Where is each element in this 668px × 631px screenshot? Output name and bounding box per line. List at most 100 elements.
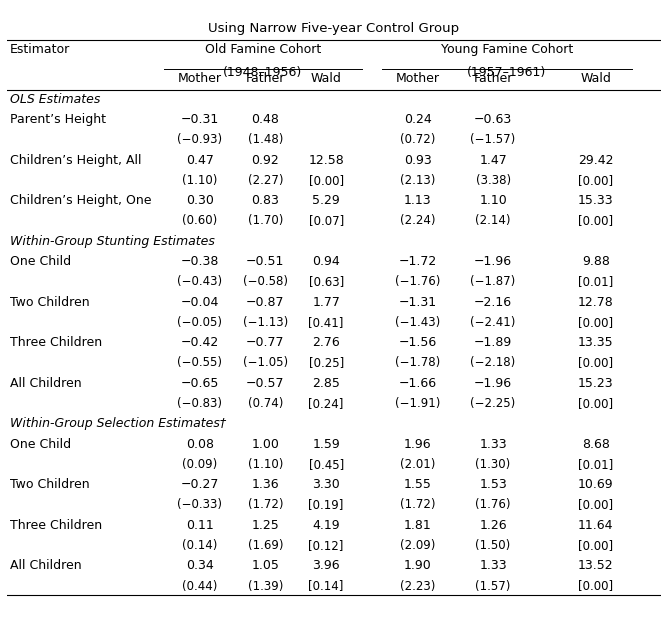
Text: 3.30: 3.30 (312, 478, 340, 492)
Text: 1.81: 1.81 (404, 519, 432, 532)
Text: 4.19: 4.19 (313, 519, 340, 532)
Text: 1.33: 1.33 (479, 560, 507, 572)
Text: 1.13: 1.13 (404, 194, 432, 208)
Text: Within-Group Stunting Estimates: Within-Group Stunting Estimates (10, 235, 215, 248)
Text: (1.72): (1.72) (248, 498, 283, 512)
Text: 0.30: 0.30 (186, 194, 214, 208)
Text: Two Children: Two Children (10, 478, 90, 492)
Text: (−0.05): (−0.05) (177, 316, 222, 329)
Text: [0.14]: [0.14] (309, 579, 344, 593)
Text: −0.87: −0.87 (246, 296, 285, 309)
Text: (−0.58): (−0.58) (242, 275, 288, 288)
Text: (−2.41): (−2.41) (470, 316, 516, 329)
Text: 1.00: 1.00 (251, 438, 279, 451)
Text: Wald: Wald (580, 72, 611, 85)
Text: Estimator: Estimator (10, 43, 70, 56)
Text: 0.48: 0.48 (251, 114, 279, 126)
Text: (−2.25): (−2.25) (470, 397, 516, 410)
Text: [0.24]: [0.24] (309, 397, 344, 410)
Text: 12.78: 12.78 (578, 296, 614, 309)
Text: (−1.76): (−1.76) (395, 275, 440, 288)
Text: 1.10: 1.10 (479, 194, 507, 208)
Text: 12.58: 12.58 (308, 154, 344, 167)
Text: Children’s Height, One: Children’s Height, One (10, 194, 152, 208)
Text: (−0.93): (−0.93) (177, 133, 222, 146)
Text: (2.13): (2.13) (400, 174, 436, 187)
Text: All Children: All Children (10, 377, 81, 390)
Text: 1.05: 1.05 (251, 560, 279, 572)
Text: One Child: One Child (10, 256, 71, 268)
Text: (1948–1956): (1948–1956) (223, 66, 303, 80)
Text: (1.69): (1.69) (248, 539, 283, 552)
Text: (0.60): (0.60) (182, 215, 217, 227)
Text: (1957–1961): (1957–1961) (467, 66, 546, 80)
Text: (1.10): (1.10) (248, 458, 283, 471)
Text: (−0.83): (−0.83) (177, 397, 222, 410)
Text: Using Narrow Five-year Control Group: Using Narrow Five-year Control Group (208, 22, 460, 35)
Text: [0.00]: [0.00] (578, 539, 613, 552)
Text: (2.14): (2.14) (476, 215, 511, 227)
Text: (1.39): (1.39) (248, 579, 283, 593)
Text: [0.01]: [0.01] (578, 458, 613, 471)
Text: 1.53: 1.53 (479, 478, 507, 492)
Text: [0.07]: [0.07] (309, 215, 344, 227)
Text: (−1.05): (−1.05) (242, 357, 288, 370)
Text: 9.88: 9.88 (582, 256, 610, 268)
Text: −2.16: −2.16 (474, 296, 512, 309)
Text: (−0.33): (−0.33) (177, 498, 222, 512)
Text: (1.70): (1.70) (248, 215, 283, 227)
Text: Father: Father (246, 72, 285, 85)
Text: 13.52: 13.52 (578, 560, 614, 572)
Text: −1.96: −1.96 (474, 377, 512, 390)
Text: 0.34: 0.34 (186, 560, 214, 572)
Text: −0.65: −0.65 (180, 377, 219, 390)
Text: 10.69: 10.69 (578, 478, 614, 492)
Text: [0.63]: [0.63] (309, 275, 344, 288)
Text: −1.89: −1.89 (474, 336, 512, 350)
Text: (1.48): (1.48) (248, 133, 283, 146)
Text: (1.10): (1.10) (182, 174, 218, 187)
Text: −0.42: −0.42 (180, 336, 219, 350)
Text: Parent’s Height: Parent’s Height (10, 114, 106, 126)
Text: [0.00]: [0.00] (578, 357, 613, 370)
Text: −0.04: −0.04 (180, 296, 219, 309)
Text: (2.24): (2.24) (400, 215, 436, 227)
Text: Wald: Wald (311, 72, 341, 85)
Text: −0.31: −0.31 (180, 114, 219, 126)
Text: [0.19]: [0.19] (309, 498, 344, 512)
Text: (−1.13): (−1.13) (242, 316, 288, 329)
Text: 0.08: 0.08 (186, 438, 214, 451)
Text: [0.00]: [0.00] (578, 397, 613, 410)
Text: −1.56: −1.56 (399, 336, 437, 350)
Text: (−1.43): (−1.43) (395, 316, 440, 329)
Text: (−1.57): (−1.57) (470, 133, 516, 146)
Text: Father: Father (474, 72, 513, 85)
Text: 0.83: 0.83 (251, 194, 279, 208)
Text: −1.66: −1.66 (399, 377, 437, 390)
Text: Old Famine Cohort: Old Famine Cohort (205, 43, 321, 56)
Text: (0.72): (0.72) (400, 133, 436, 146)
Text: 1.77: 1.77 (312, 296, 340, 309)
Text: −0.57: −0.57 (246, 377, 285, 390)
Text: (0.09): (0.09) (182, 458, 217, 471)
Text: (1.57): (1.57) (476, 579, 511, 593)
Text: (−2.18): (−2.18) (470, 357, 516, 370)
Text: −0.63: −0.63 (474, 114, 512, 126)
Text: [0.45]: [0.45] (309, 458, 344, 471)
Text: (2.27): (2.27) (248, 174, 283, 187)
Text: [0.01]: [0.01] (578, 275, 613, 288)
Text: −1.96: −1.96 (474, 256, 512, 268)
Text: −1.72: −1.72 (399, 256, 437, 268)
Text: 29.42: 29.42 (578, 154, 614, 167)
Text: 2.85: 2.85 (312, 377, 340, 390)
Text: (0.14): (0.14) (182, 539, 218, 552)
Text: [0.00]: [0.00] (578, 316, 613, 329)
Text: 1.25: 1.25 (251, 519, 279, 532)
Text: (−1.91): (−1.91) (395, 397, 440, 410)
Text: All Children: All Children (10, 560, 81, 572)
Text: Mother: Mother (178, 72, 222, 85)
Text: (2.09): (2.09) (400, 539, 436, 552)
Text: 2.76: 2.76 (312, 336, 340, 350)
Text: Three Children: Three Children (10, 336, 102, 350)
Text: [0.41]: [0.41] (309, 316, 344, 329)
